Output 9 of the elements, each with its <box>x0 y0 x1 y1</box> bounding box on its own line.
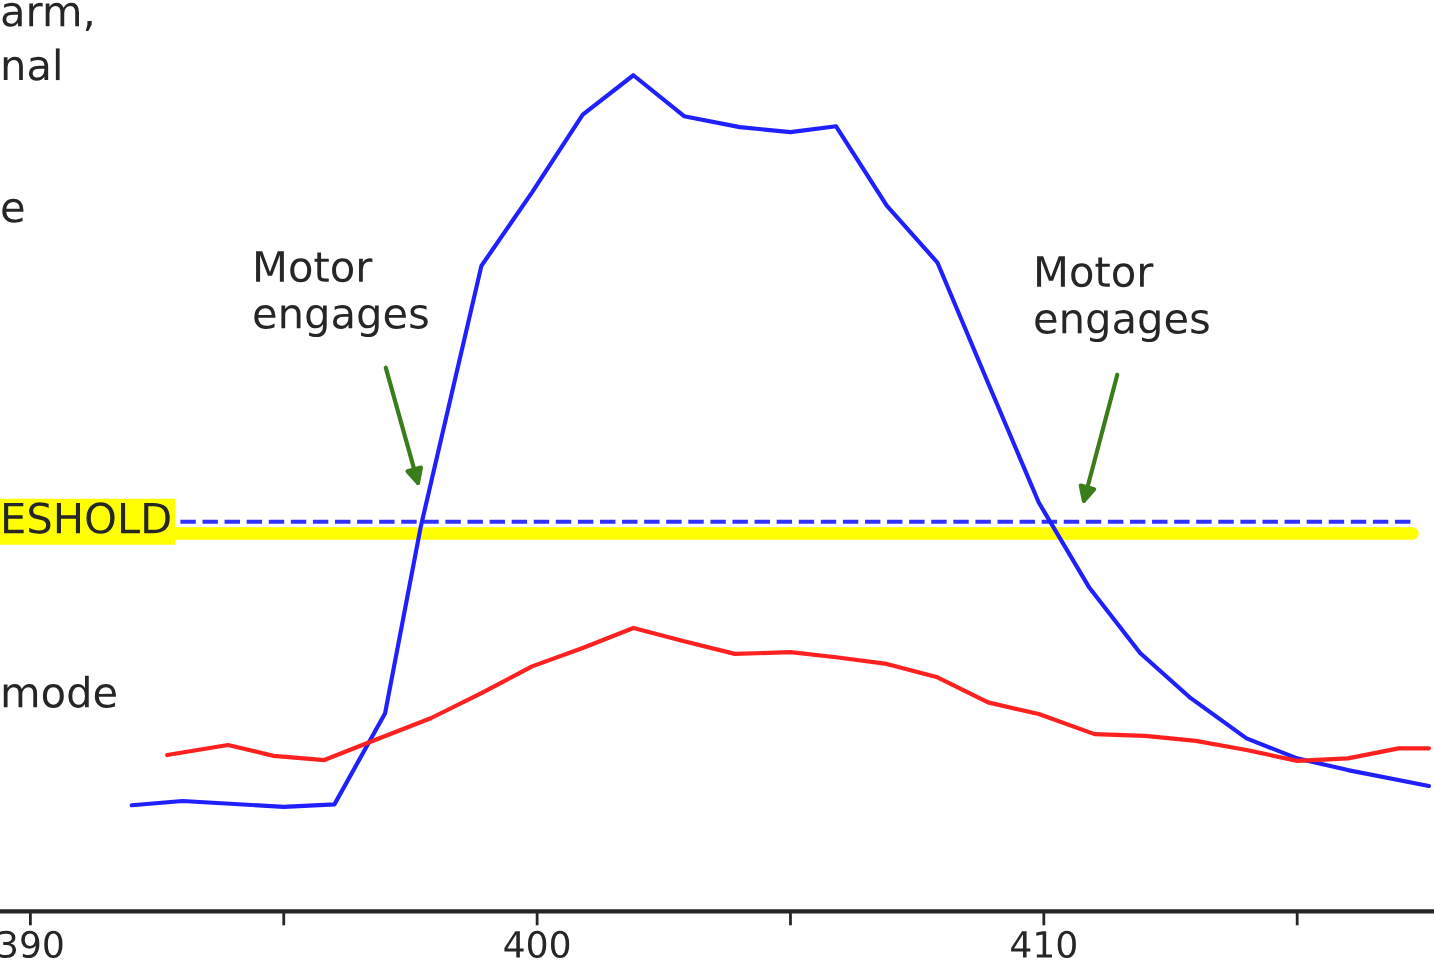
annotation: Motor engages <box>1035 256 1209 342</box>
x-tick-label: 410 <box>1011 930 1076 959</box>
annotation: mode <box>3 675 116 708</box>
annotation: e <box>2 198 24 223</box>
ref-line-label: ESHOLD <box>4 502 170 534</box>
x-tick-label: 400 <box>504 930 570 959</box>
annotation: Motor engages <box>254 251 428 337</box>
text: arm, <box>2 2 92 32</box>
annotation: nal <box>3 48 60 81</box>
